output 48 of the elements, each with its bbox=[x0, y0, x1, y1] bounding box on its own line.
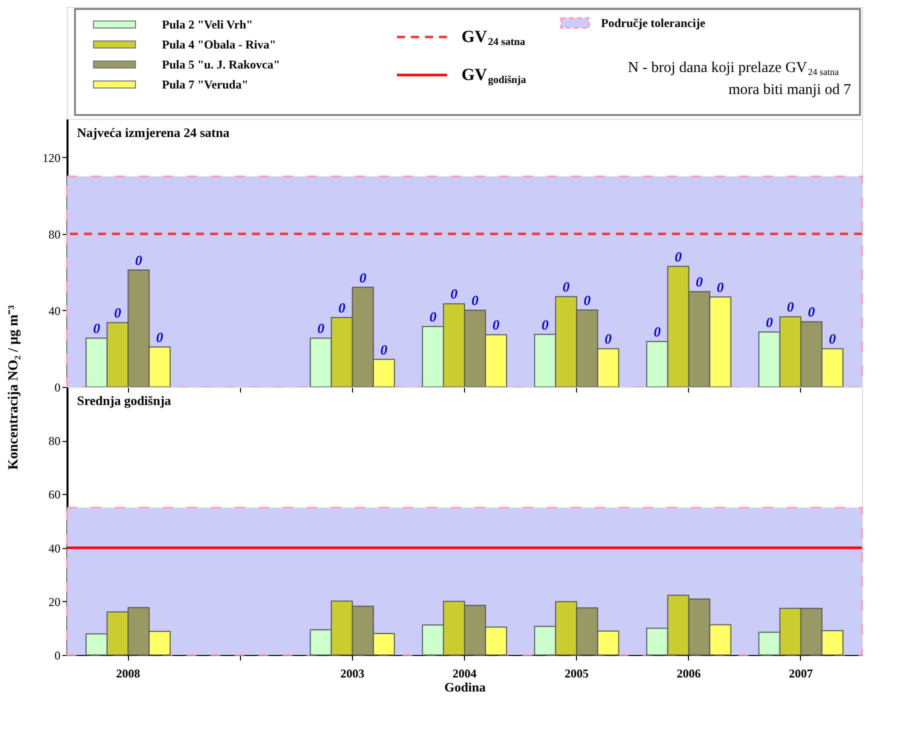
x-axis-title: Godina bbox=[444, 680, 486, 694]
y-tick-label: 120 bbox=[42, 150, 60, 165]
text: Najveća izmjerena 24 satna bbox=[77, 125, 230, 140]
annotation: 0 bbox=[472, 294, 479, 310]
y-tick-label: 80 bbox=[48, 434, 60, 448]
annotation: 0 bbox=[766, 316, 773, 332]
y-tick-label: 80 bbox=[48, 227, 60, 242]
annotation: 0 bbox=[317, 322, 324, 338]
x-tick-label: 2008 bbox=[116, 666, 140, 680]
annotation: 0 bbox=[654, 325, 661, 340]
legend-label: Pula 5 "u. J. Rakovca" bbox=[162, 58, 280, 72]
y-tick-label: 40 bbox=[48, 304, 60, 318]
y-axis-title: Koncentracija NO₂ / µg m⁻³ bbox=[6, 305, 22, 470]
legend-label: Područje tolerancije bbox=[601, 16, 706, 30]
annotation: 0 bbox=[786, 300, 794, 316]
annotation: 0 bbox=[674, 250, 682, 266]
chart-title: Srednja godišnja bbox=[77, 393, 172, 408]
y-tick-label: 60 bbox=[48, 488, 60, 502]
annotation: 0 bbox=[114, 306, 122, 322]
annotation: 0 bbox=[604, 332, 612, 348]
annotation: 0 bbox=[156, 330, 164, 346]
x-tick-label: 2007 bbox=[788, 666, 813, 680]
annotation: 0 bbox=[828, 332, 836, 348]
x-tick-label: 2005 bbox=[564, 666, 589, 680]
annotation: 0 bbox=[135, 254, 142, 270]
legend-label: Pula 4 "Obala - Riva" bbox=[162, 38, 276, 52]
annotation: 0 bbox=[562, 280, 570, 296]
x-tick-label: 2003 bbox=[340, 666, 364, 680]
annotation: 0 bbox=[359, 271, 366, 286]
legend-label: Pula 7 "Veruda" bbox=[162, 78, 248, 92]
y-tick-label: 20 bbox=[48, 594, 60, 609]
annotation: 0 bbox=[808, 306, 815, 321]
annotation: 0 bbox=[542, 318, 549, 334]
annotation: 0 bbox=[716, 281, 724, 296]
annotation: 0 bbox=[492, 318, 500, 334]
annotation: 0 bbox=[696, 276, 703, 291]
y-tick-label: 40 bbox=[48, 541, 60, 556]
annotation: 0 bbox=[338, 302, 346, 317]
annotation: 0 bbox=[380, 343, 388, 358]
annotation: 0 bbox=[429, 310, 436, 326]
annotation: 0 bbox=[93, 322, 100, 338]
x-tick-label: 2006 bbox=[676, 666, 701, 680]
y-tick-label: 0 bbox=[54, 380, 60, 394]
annotation: 0 bbox=[584, 294, 591, 310]
x-tick-label: 2004 bbox=[452, 666, 476, 680]
legend-label: Pula 2 "Veli Vrh" bbox=[162, 18, 253, 32]
y-tick-label: 0 bbox=[54, 648, 60, 662]
annotation: 0 bbox=[450, 288, 458, 303]
